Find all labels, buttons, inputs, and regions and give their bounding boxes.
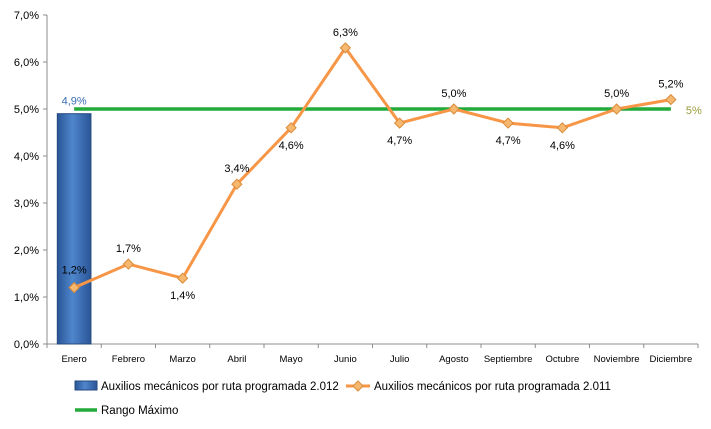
line-2011-value-label: 4,7% [387, 135, 412, 147]
line-2011-value-label: 1,4% [170, 290, 195, 302]
axes: 0,0% 1,0% 2,0% 3,0% 4,0% 5,0% 6,0% 7,0% Enero Feb… [14, 10, 699, 365]
legend: Auxilios mecánicos por ruta programada 2… [74, 380, 611, 417]
y-tick-label: 7,0% [14, 10, 39, 22]
line-2011-value-label: 4,6% [550, 140, 575, 152]
line-2011-value-label: 4,6% [279, 140, 304, 152]
line-2011-marker [122, 258, 135, 270]
line-2011-marker [231, 178, 243, 190]
data-labels: 4,9% 5% 1,2% 1,7% 1,4% 3,4% 4,6% 6,3% 4,7% 5,0% 4,… [62, 27, 702, 302]
line-2011-value-label: 4,7% [496, 135, 521, 147]
x-tick-label: Enero [61, 354, 86, 365]
line-2011-value-label: 1,2% [62, 265, 87, 277]
bar-value-label: 4,9% [62, 96, 87, 108]
line-2011-marker [502, 117, 514, 129]
legend-label-max-range: Rango Máximo [101, 405, 178, 417]
legend-swatch-2012 [74, 380, 98, 391]
x-tick-label: Octubre [545, 354, 579, 365]
line-2011-marker [285, 122, 297, 134]
x-tick-label: Febrero [112, 354, 145, 365]
line-2011-value-label: 5,0% [604, 88, 629, 100]
max-range-end-label: 5% [686, 105, 702, 117]
line-2011-marker [339, 42, 352, 54]
y-tick-label: 2,0% [14, 245, 39, 257]
line-2011-value-label: 3,4% [224, 163, 249, 175]
y-tick-label: 1,0% [14, 292, 39, 304]
x-tick-label: Junio [334, 354, 357, 365]
line-2011-value-label: 5,0% [441, 88, 466, 100]
x-tick-label: Agosto [439, 354, 469, 365]
x-tick-label: Septiembre [484, 354, 533, 365]
y-tick-label: 0,0% [14, 339, 39, 351]
y-tick-label: 6,0% [14, 57, 39, 69]
line-2011-marker [176, 272, 189, 284]
line-2011-value-label: 6,3% [333, 27, 358, 39]
series-layer [56, 42, 677, 345]
x-tick-label: Noviembre [594, 354, 640, 365]
line-2011-marker [393, 117, 406, 129]
line-2011-marker [448, 103, 460, 115]
legend-label-2011: Auxilios mecánicos por ruta programada 2… [374, 381, 611, 393]
x-tick-label: Julio [390, 354, 410, 365]
legend-marker-2011 [352, 380, 364, 392]
line-2011-marker [610, 103, 623, 115]
x-tick-label: Diciembre [649, 354, 692, 365]
line-2011-value-label: 5,2% [658, 79, 683, 91]
bar-2012 [56, 113, 92, 345]
line-2011-marker [68, 281, 80, 294]
line-2011-marker [556, 122, 569, 134]
x-tick-label: Marzo [169, 354, 195, 365]
x-tick-label: Abril [227, 354, 246, 365]
line-2011-value-label: 1,7% [116, 243, 141, 255]
y-tick-label: 3,0% [14, 198, 39, 210]
line-2011 [73, 46, 672, 289]
line-2011-marker [665, 93, 677, 106]
x-tick-label: Mayo [280, 354, 303, 365]
legend-label-2012: Auxilios mecánicos por ruta programada 2… [101, 381, 339, 393]
y-tick-label: 4,0% [14, 151, 39, 163]
y-tick-label: 5,0% [14, 104, 39, 116]
